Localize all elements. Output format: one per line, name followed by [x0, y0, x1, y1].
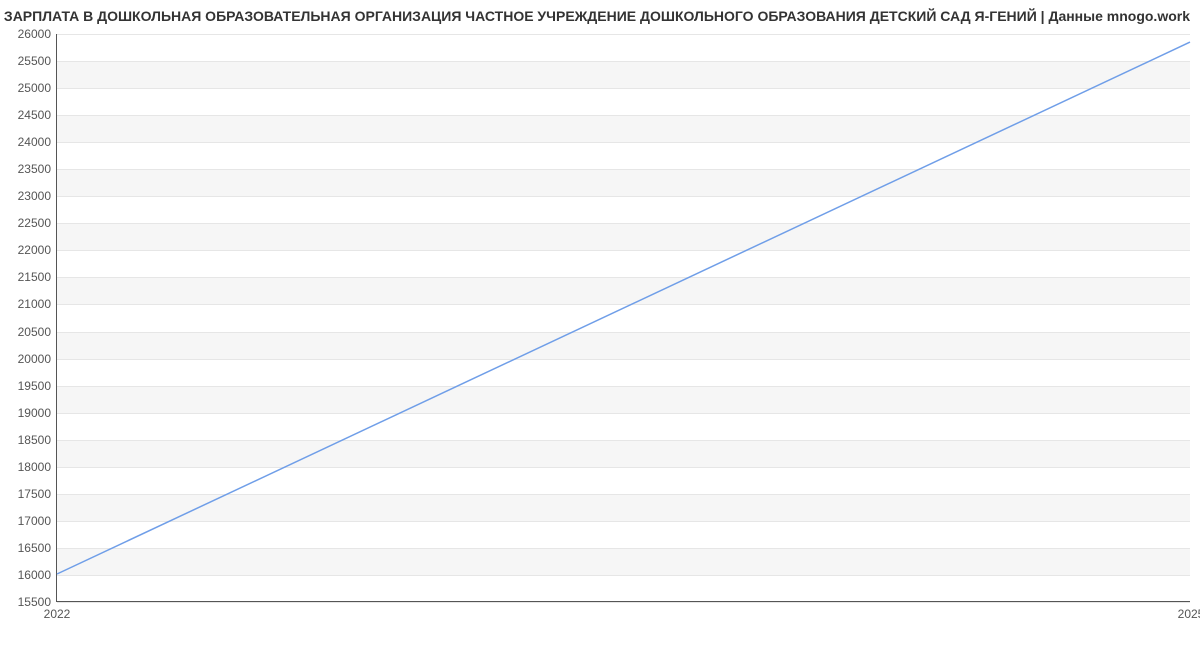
y-tick-label: 23000 [18, 189, 57, 203]
y-tick-label: 20500 [18, 325, 57, 339]
chart-title: ЗАРПЛАТА В ДОШКОЛЬНАЯ ОБРАЗОВАТЕЛЬНАЯ ОР… [0, 8, 1190, 24]
y-tick-label: 19500 [18, 379, 57, 393]
plot-area: 1550016000165001700017500180001850019000… [56, 34, 1190, 602]
y-tick-label: 21500 [18, 270, 57, 284]
y-tick-label: 20000 [18, 352, 57, 366]
line-layer [57, 34, 1190, 601]
y-tick-label: 22000 [18, 243, 57, 257]
y-tick-label: 25000 [18, 81, 57, 95]
y-tick-label: 16000 [18, 568, 57, 582]
y-gridline [57, 602, 1190, 603]
x-tick-label: 2022 [44, 601, 71, 621]
x-tick-label: 2025 [1178, 601, 1200, 621]
y-tick-label: 25500 [18, 54, 57, 68]
y-tick-label: 16500 [18, 541, 57, 555]
y-tick-label: 19000 [18, 406, 57, 420]
y-tick-label: 18500 [18, 433, 57, 447]
y-tick-label: 17000 [18, 514, 57, 528]
y-tick-label: 23500 [18, 162, 57, 176]
y-tick-label: 17500 [18, 487, 57, 501]
series-line-salary [57, 42, 1190, 574]
y-tick-label: 26000 [18, 27, 57, 41]
y-tick-label: 18000 [18, 460, 57, 474]
y-tick-label: 21000 [18, 297, 57, 311]
y-tick-label: 24000 [18, 135, 57, 149]
y-tick-label: 24500 [18, 108, 57, 122]
y-tick-label: 22500 [18, 216, 57, 230]
